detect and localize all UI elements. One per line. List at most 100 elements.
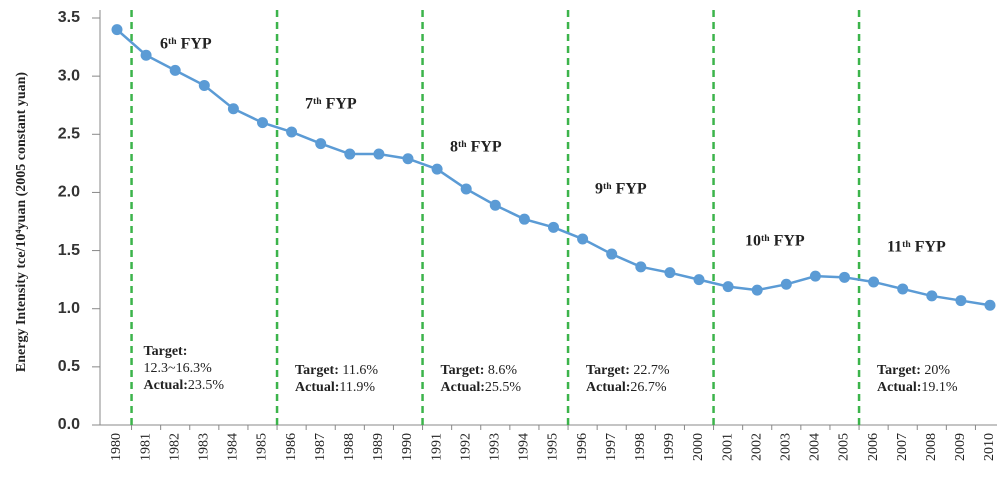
x-tick-label: 1996 — [575, 433, 590, 461]
y-tick-label: 2.0 — [58, 184, 80, 201]
data-point — [198, 79, 210, 91]
x-tick-label: 1990 — [400, 433, 415, 461]
data-point — [780, 278, 792, 290]
data-point — [839, 271, 850, 283]
note-key: Actual: — [877, 380, 921, 395]
x-tick-label: 2010 — [982, 433, 997, 461]
note-key: Target: — [877, 363, 921, 378]
note-text: 22.7% — [630, 363, 670, 378]
x-tick-label: 1991 — [429, 433, 444, 461]
x-tick-label: 1980 — [109, 433, 124, 461]
x-tick-label: 1981 — [138, 433, 153, 461]
data-point — [809, 270, 821, 282]
data-point — [751, 284, 763, 296]
x-tick-label: 2006 — [866, 433, 881, 461]
y-tick-label: 1.5 — [58, 242, 80, 259]
data-point — [868, 276, 880, 288]
period-label: 6ᵗʰ FYP — [160, 36, 212, 53]
x-tick-label: 1989 — [371, 433, 386, 461]
y-tick-label: 1.0 — [58, 300, 80, 317]
x-tick-label: 1999 — [662, 433, 677, 461]
x-tick-label: 1986 — [284, 433, 299, 461]
note-text: 26.7% — [630, 380, 667, 395]
data-point — [606, 248, 618, 260]
x-tick-label: 1998 — [633, 433, 648, 461]
period-note: 12.3~16.3% — [144, 361, 213, 376]
x-tick-label: 1982 — [167, 433, 182, 461]
data-point — [315, 138, 327, 150]
y-tick-label: 2.5 — [58, 126, 80, 143]
note-key: Target: — [441, 363, 485, 378]
data-point — [402, 153, 414, 165]
data-point — [897, 283, 909, 295]
x-tick-label: 1985 — [255, 433, 270, 461]
note-key: Target: — [144, 344, 188, 359]
data-point — [577, 233, 589, 245]
period-label: 11ᵗʰ FYP — [887, 239, 946, 256]
x-tick-label: 1994 — [517, 433, 532, 461]
x-tick-label: 1997 — [604, 433, 619, 461]
period-note: Actual:11.9% — [295, 380, 375, 395]
period-note: Actual:25.5% — [441, 380, 522, 395]
data-point — [548, 221, 559, 233]
y-tick-label: 0.0 — [58, 416, 80, 433]
note-key: Target: — [586, 363, 630, 378]
note-key: Target: — [295, 363, 339, 378]
data-point — [635, 261, 647, 273]
data-point — [955, 295, 967, 307]
x-tick-label: 2008 — [924, 433, 939, 461]
period-label: 8ᵗʰ FYP — [450, 139, 502, 156]
period-note: Target: 11.6% — [295, 363, 378, 378]
data-point — [664, 267, 676, 279]
period-note: Actual:23.5% — [144, 378, 225, 393]
y-tick-label: 3.5 — [58, 9, 80, 26]
note-text: 19.1% — [921, 380, 958, 395]
data-point — [984, 299, 996, 311]
data-point — [489, 199, 501, 211]
x-tick-label: 2009 — [953, 433, 968, 461]
data-point — [460, 183, 472, 195]
x-tick-label: 2000 — [691, 433, 706, 461]
period-note: Actual:19.1% — [877, 380, 958, 395]
data-point — [344, 148, 356, 160]
x-tick-label: 2005 — [837, 433, 852, 461]
data-point — [518, 213, 530, 225]
data-point — [431, 163, 443, 175]
note-text: 11.9% — [339, 380, 375, 395]
data-point — [722, 281, 734, 293]
x-tick-label: 1987 — [313, 433, 328, 461]
x-tick-label: 2004 — [808, 433, 823, 461]
x-tick-label: 1993 — [488, 433, 503, 461]
data-point — [693, 274, 705, 286]
data-point — [140, 49, 152, 61]
y-axis-label: Energy Intensity tce/10⁴yuan (2005 const… — [14, 72, 29, 372]
note-key: Actual: — [586, 380, 630, 395]
note-key: Actual: — [144, 378, 188, 393]
x-tick-label: 2001 — [720, 433, 735, 461]
x-tick-label: 1984 — [226, 433, 241, 461]
note-text: 20% — [921, 363, 951, 378]
period-note: Target: 22.7% — [586, 363, 670, 378]
note-text: 11.6% — [339, 363, 378, 378]
x-tick-label: 1995 — [546, 433, 561, 461]
note-text: 23.5% — [188, 378, 225, 393]
period-note: Actual:26.7% — [586, 380, 667, 395]
note-text: 8.6% — [484, 363, 517, 378]
period-note: Target: — [144, 344, 188, 359]
x-tick-label: 2003 — [779, 433, 794, 461]
x-tick-label: 1988 — [342, 433, 357, 461]
period-note: Target: 8.6% — [441, 363, 518, 378]
data-point — [926, 290, 938, 302]
data-point — [373, 148, 385, 160]
x-tick-label: 1992 — [458, 433, 473, 461]
period-label: 7ᵗʰ FYP — [305, 96, 357, 113]
x-tick-label: 2007 — [895, 433, 910, 461]
data-point — [227, 103, 239, 115]
data-point — [111, 24, 123, 36]
y-tick-label: 0.5 — [58, 358, 80, 375]
period-note: Target: 20% — [877, 363, 950, 378]
period-label: 9ᵗʰ FYP — [595, 181, 647, 198]
x-tick-label: 2002 — [749, 433, 764, 461]
note-key: Actual: — [295, 380, 339, 395]
